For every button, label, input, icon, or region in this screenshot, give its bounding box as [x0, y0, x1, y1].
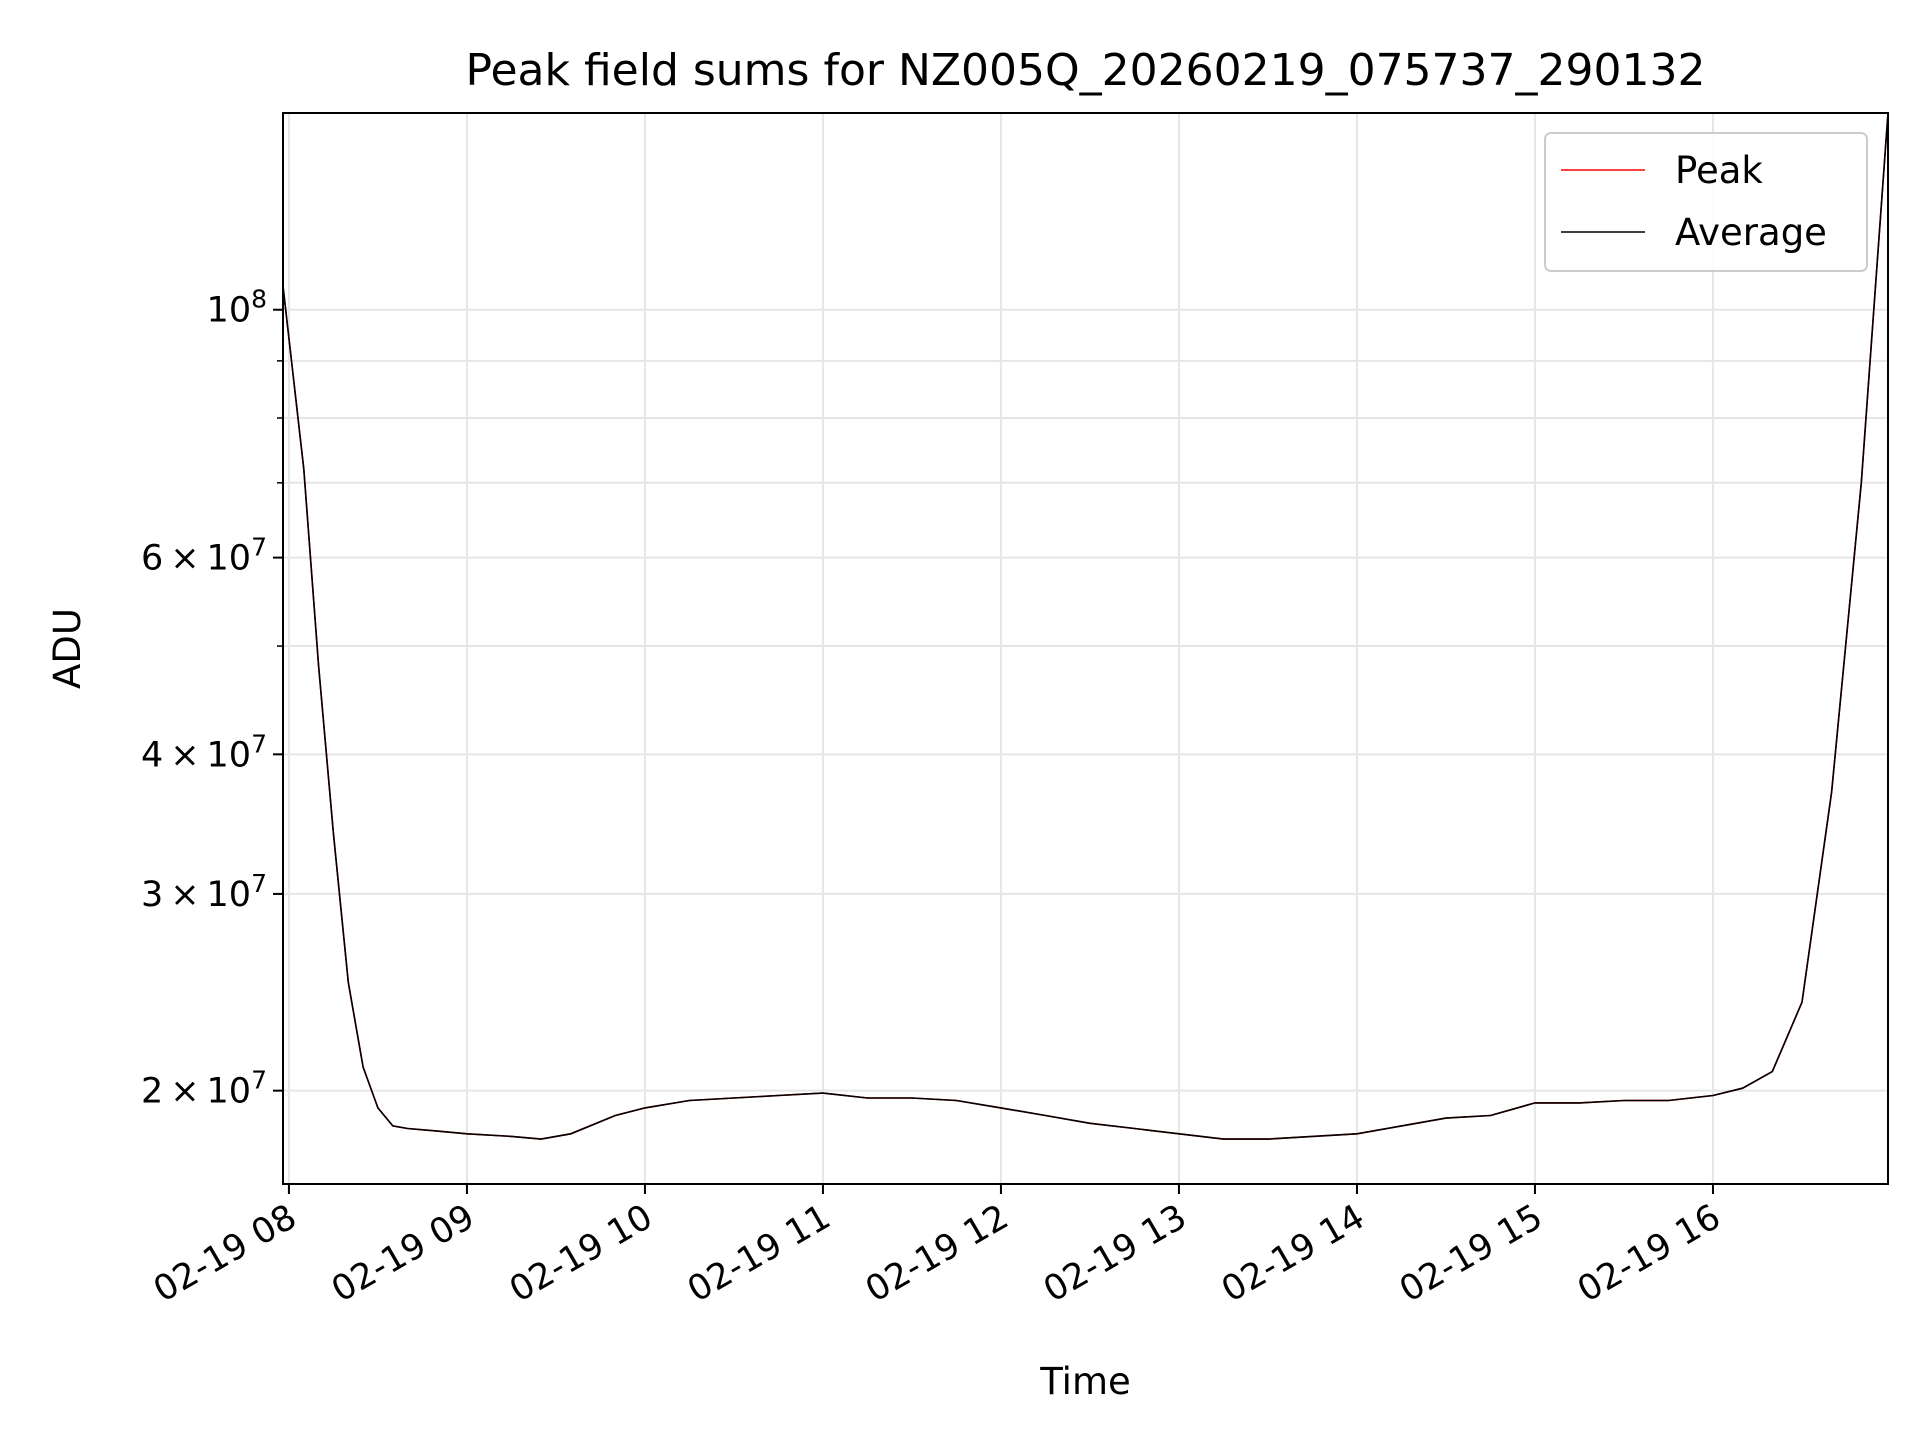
y-tick-label: 6 × 107 [141, 533, 267, 579]
chart-title: Peak field sums for NZ005Q_20260219_0757… [465, 45, 1705, 96]
legend-label: Average [1675, 211, 1827, 254]
y-axis-label: ADU [46, 608, 89, 689]
y-tick-label: 3 × 107 [141, 869, 267, 915]
legend-label: Peak [1675, 149, 1763, 192]
grid [283, 113, 1888, 1184]
plot-frame [282, 112, 1889, 1185]
y-tick-label: 108 [207, 285, 267, 331]
series-line-average [283, 113, 1888, 1140]
legend-box [1544, 132, 1868, 272]
x-axis-label: Time [1039, 1360, 1131, 1403]
y-tick-label: 4 × 107 [141, 729, 267, 775]
y-tick-label: 2 × 107 [141, 1066, 267, 1112]
series-layer [283, 113, 1888, 1140]
legend: Peak Average [1544, 132, 1868, 272]
